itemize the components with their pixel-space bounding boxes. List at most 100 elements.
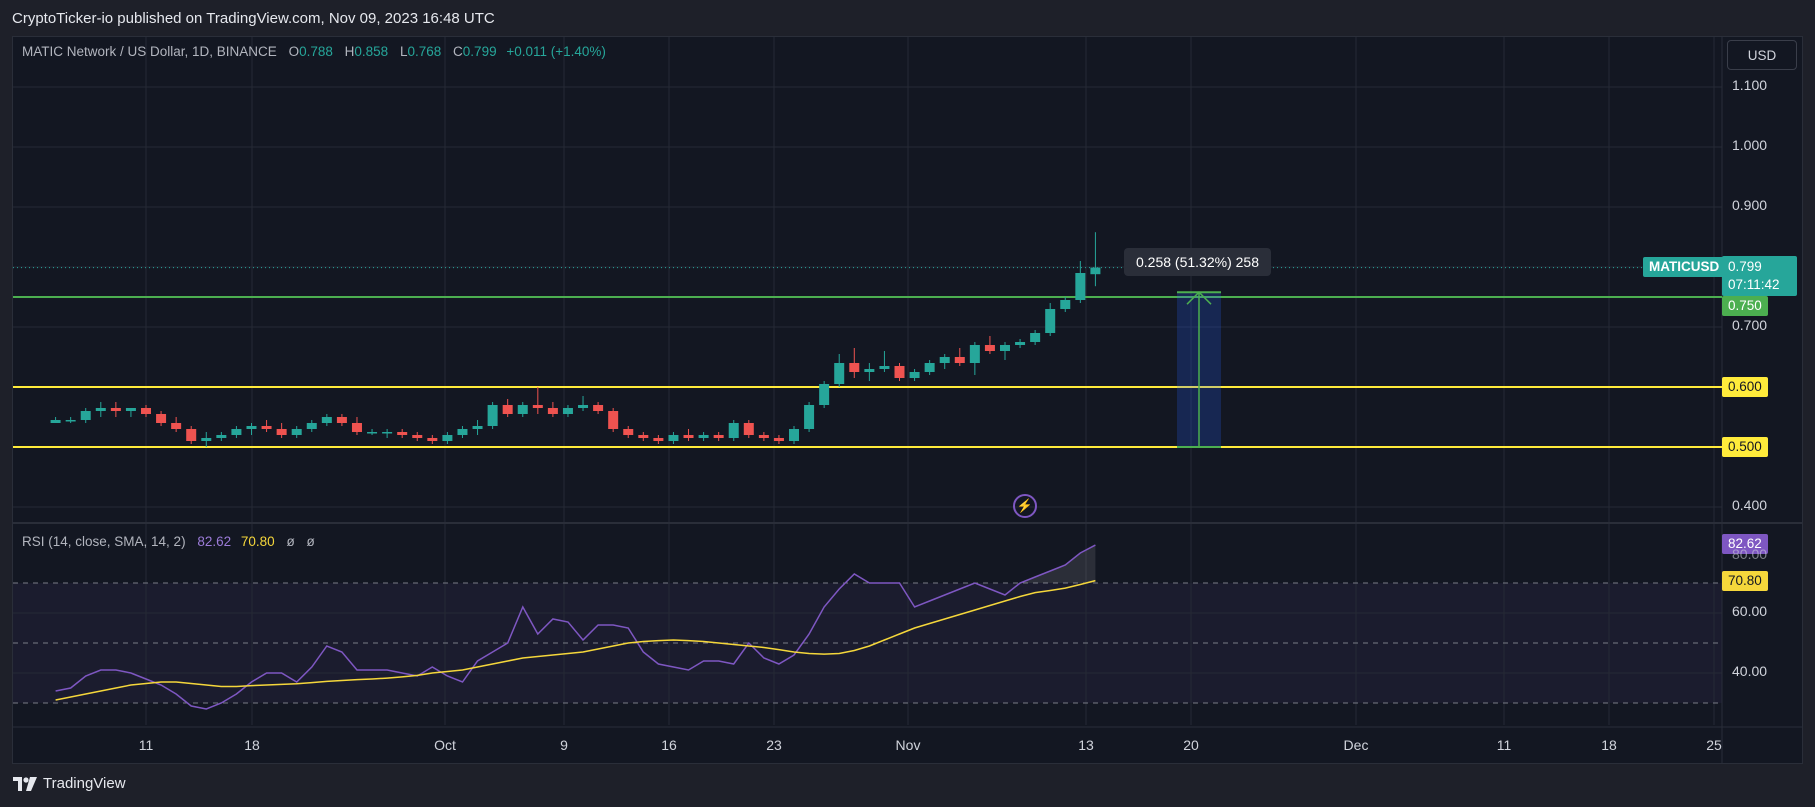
top-bar: CryptoTicker-io published on TradingView… <box>0 0 1815 36</box>
candle-body <box>65 420 76 422</box>
candle-body <box>984 345 995 351</box>
candle-body <box>789 429 800 441</box>
time-tick: 13 <box>1078 737 1094 753</box>
candle-body <box>547 408 558 414</box>
close-label: C <box>453 44 463 59</box>
yellow-upper-badge: 0.600 <box>1722 377 1768 397</box>
tradingview-logo[interactable]: TradingView <box>13 775 126 792</box>
candle-body <box>819 384 830 405</box>
time-tick: 25 <box>1706 737 1722 753</box>
last-price: 0.799 <box>1728 259 1762 274</box>
tradingview-icon <box>13 776 37 791</box>
candle-body <box>351 423 362 432</box>
candle-body <box>156 414 167 423</box>
high-value: 0.858 <box>354 44 389 59</box>
candle-body <box>1060 300 1071 309</box>
lightning-icon[interactable]: ⚡ <box>1013 494 1037 518</box>
change-value: +0.011 (+1.40%) <box>506 44 606 59</box>
green-level-badge: 0.750 <box>1722 296 1768 316</box>
candle-body <box>1090 267 1101 275</box>
candle-body <box>291 429 302 435</box>
time-tick: 20 <box>1183 737 1199 753</box>
candle-body <box>382 432 393 434</box>
candle-body <box>743 423 754 435</box>
candle-body <box>1075 273 1086 300</box>
candle-body <box>397 432 408 435</box>
high-label: H <box>344 44 355 59</box>
rsi-pane <box>13 524 1722 725</box>
low-value: 0.768 <box>407 44 442 59</box>
candle-body <box>804 405 815 429</box>
candle-body <box>668 435 679 441</box>
candle-body <box>517 405 528 414</box>
candle-body <box>472 426 483 429</box>
rsi-overbought-fill <box>1020 545 1096 583</box>
candle-body <box>954 357 965 363</box>
candle-body <box>487 405 498 426</box>
candle-body <box>306 423 317 429</box>
candle-body <box>698 435 709 438</box>
time-tick: 11 <box>1496 737 1512 753</box>
rsi-sma-line <box>55 579 1096 701</box>
close-value: 0.799 <box>462 44 497 59</box>
publisher-line: CryptoTicker-io published on TradingView… <box>12 10 495 27</box>
rsi-legend-empty-2: ø <box>306 534 315 549</box>
candle-body <box>442 435 453 441</box>
candle-body <box>216 435 227 438</box>
open-value: 0.788 <box>299 44 333 59</box>
candle-body <box>532 405 543 408</box>
currency-button[interactable]: USD <box>1727 40 1797 70</box>
time-tick: 9 <box>560 737 568 753</box>
candle-body <box>578 405 589 408</box>
rsi-tick: 40.00 <box>1732 663 1768 679</box>
open-label: O <box>288 44 300 59</box>
candle-body <box>276 429 287 435</box>
price-tick: 1.100 <box>1732 77 1768 93</box>
candle-body <box>924 363 935 372</box>
candle-body <box>834 363 845 384</box>
candle-body <box>969 345 980 363</box>
low-label: L <box>399 44 408 59</box>
price-tick: 0.900 <box>1732 197 1768 213</box>
price-tick: 0.700 <box>1732 317 1768 333</box>
candle-body <box>773 438 784 441</box>
footer <box>0 764 1815 807</box>
tradingview-brand: TradingView <box>43 775 126 792</box>
candle-body <box>683 435 694 438</box>
candle-body <box>412 435 423 438</box>
time-tick: 23 <box>766 737 782 753</box>
rsi-tick: 60.00 <box>1732 603 1768 619</box>
candle-body <box>728 423 739 438</box>
candle-body <box>321 417 332 423</box>
candle-body <box>623 429 634 435</box>
rsi-legend-value: 82.62 <box>197 534 232 549</box>
candle-body <box>201 438 212 441</box>
time-tick: 18 <box>1601 737 1617 753</box>
symbol-legend: MATIC Network / US Dollar, 1D, BINANCE O… <box>22 44 606 59</box>
candle-body <box>80 411 91 420</box>
candle-body <box>849 363 860 372</box>
candle-body <box>502 405 513 414</box>
rsi-title: RSI (14, close, SMA, 14, 2) <box>22 534 186 549</box>
symbol-name: MATIC Network / US Dollar, 1D, BINANCE <box>22 44 277 59</box>
measure-arrow-head <box>1186 291 1212 305</box>
price-tick: 1.000 <box>1732 137 1768 153</box>
candle-body <box>864 369 875 372</box>
candle-body <box>999 345 1010 351</box>
candle-body <box>1030 333 1041 342</box>
time-tick: 16 <box>661 737 677 753</box>
rsi-legend: RSI (14, close, SMA, 14, 2) 82.62 70.80 … <box>22 534 315 549</box>
candle-body <box>608 411 619 429</box>
rsi-legend-sma: 70.80 <box>240 534 275 549</box>
candle-body <box>261 426 272 429</box>
rsi-legend-empty-1: ø <box>286 534 295 549</box>
candle-body <box>638 435 649 438</box>
candle-body <box>367 432 378 434</box>
rsi-line <box>55 544 1096 710</box>
rsi-sma-badge: 70.80 <box>1722 571 1768 591</box>
candle-body <box>141 408 151 414</box>
time-tick: Dec <box>1343 737 1369 753</box>
candle-body <box>1045 309 1056 333</box>
candle-body <box>95 408 106 411</box>
